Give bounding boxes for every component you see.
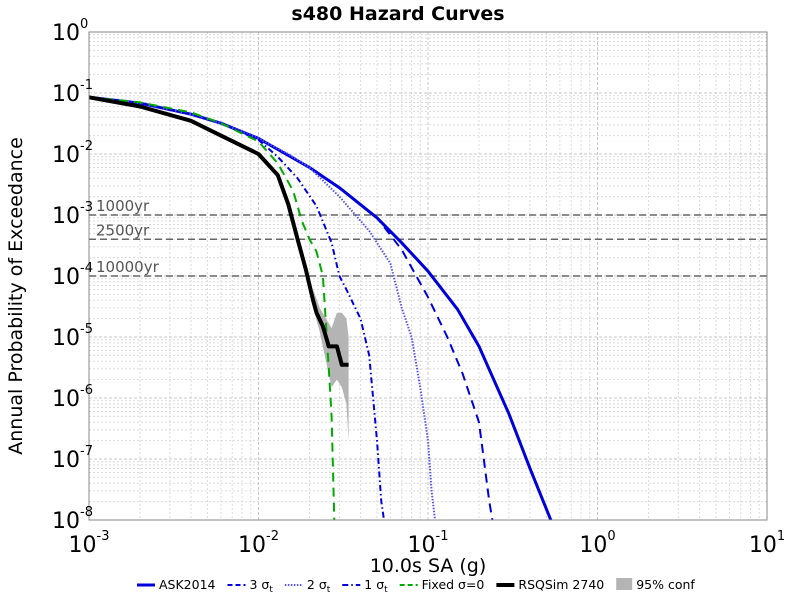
series-line [88,96,436,521]
series-line [88,95,349,367]
x-tick-label: 10-3 [69,529,110,558]
y-tick-label: 10-6 [52,383,93,412]
return-period-label: 2500yr [96,221,150,239]
y-axis-label: Annual Probability of Exceedance [5,137,27,455]
return-period-label: 10000yr [96,258,160,276]
x-tick-label: 100 [579,529,615,558]
y-tick-label: 10-7 [52,444,93,473]
legend-label: 2 σt [307,577,331,595]
x-tick-label: 10-1 [408,529,449,558]
legend-swatch [616,578,633,590]
y-tick-label: 100 [52,17,88,46]
chart-title: s480 Hazard Curves [291,3,504,25]
series-line [88,96,336,521]
y-tick-label: 10-5 [52,322,93,351]
legend-label: 3 σt [250,577,274,595]
y-tick-label: 10-2 [52,139,93,168]
series-line [88,96,385,521]
series-line [88,96,494,521]
legend-label: ASK2014 [159,577,216,592]
tick-labels: 10-3 10-2 10-1 100 101 100 10-1 10-2 10-3 10-4 10-… [52,17,785,558]
series-layer [88,95,553,521]
x-tick-label: 10-2 [238,529,279,558]
legend-label: 95% conf [636,577,695,592]
legend-label: RSQSim 2740 [518,577,604,592]
legend-label: 1 σt [364,577,388,595]
legend: ASK2014 3 σt 2 σt 1 σt Fixed σ=0 RSQSim 2740 9… [137,577,695,595]
y-tick-label: 10-3 [52,200,93,229]
y-tick-label: 10-8 [52,505,93,534]
legend-label: Fixed σ=0 [422,577,485,592]
x-tick-label: 101 [749,529,785,558]
x-axis-label: 10.0s SA (g) [370,555,487,577]
y-tick-label: 10-1 [52,78,93,107]
return-period-lines: 1000yr 2500yr 10000yr [89,197,767,277]
return-period-label: 1000yr [96,197,150,215]
plot-frame [88,31,768,521]
y-tick-label: 10-4 [52,261,93,290]
